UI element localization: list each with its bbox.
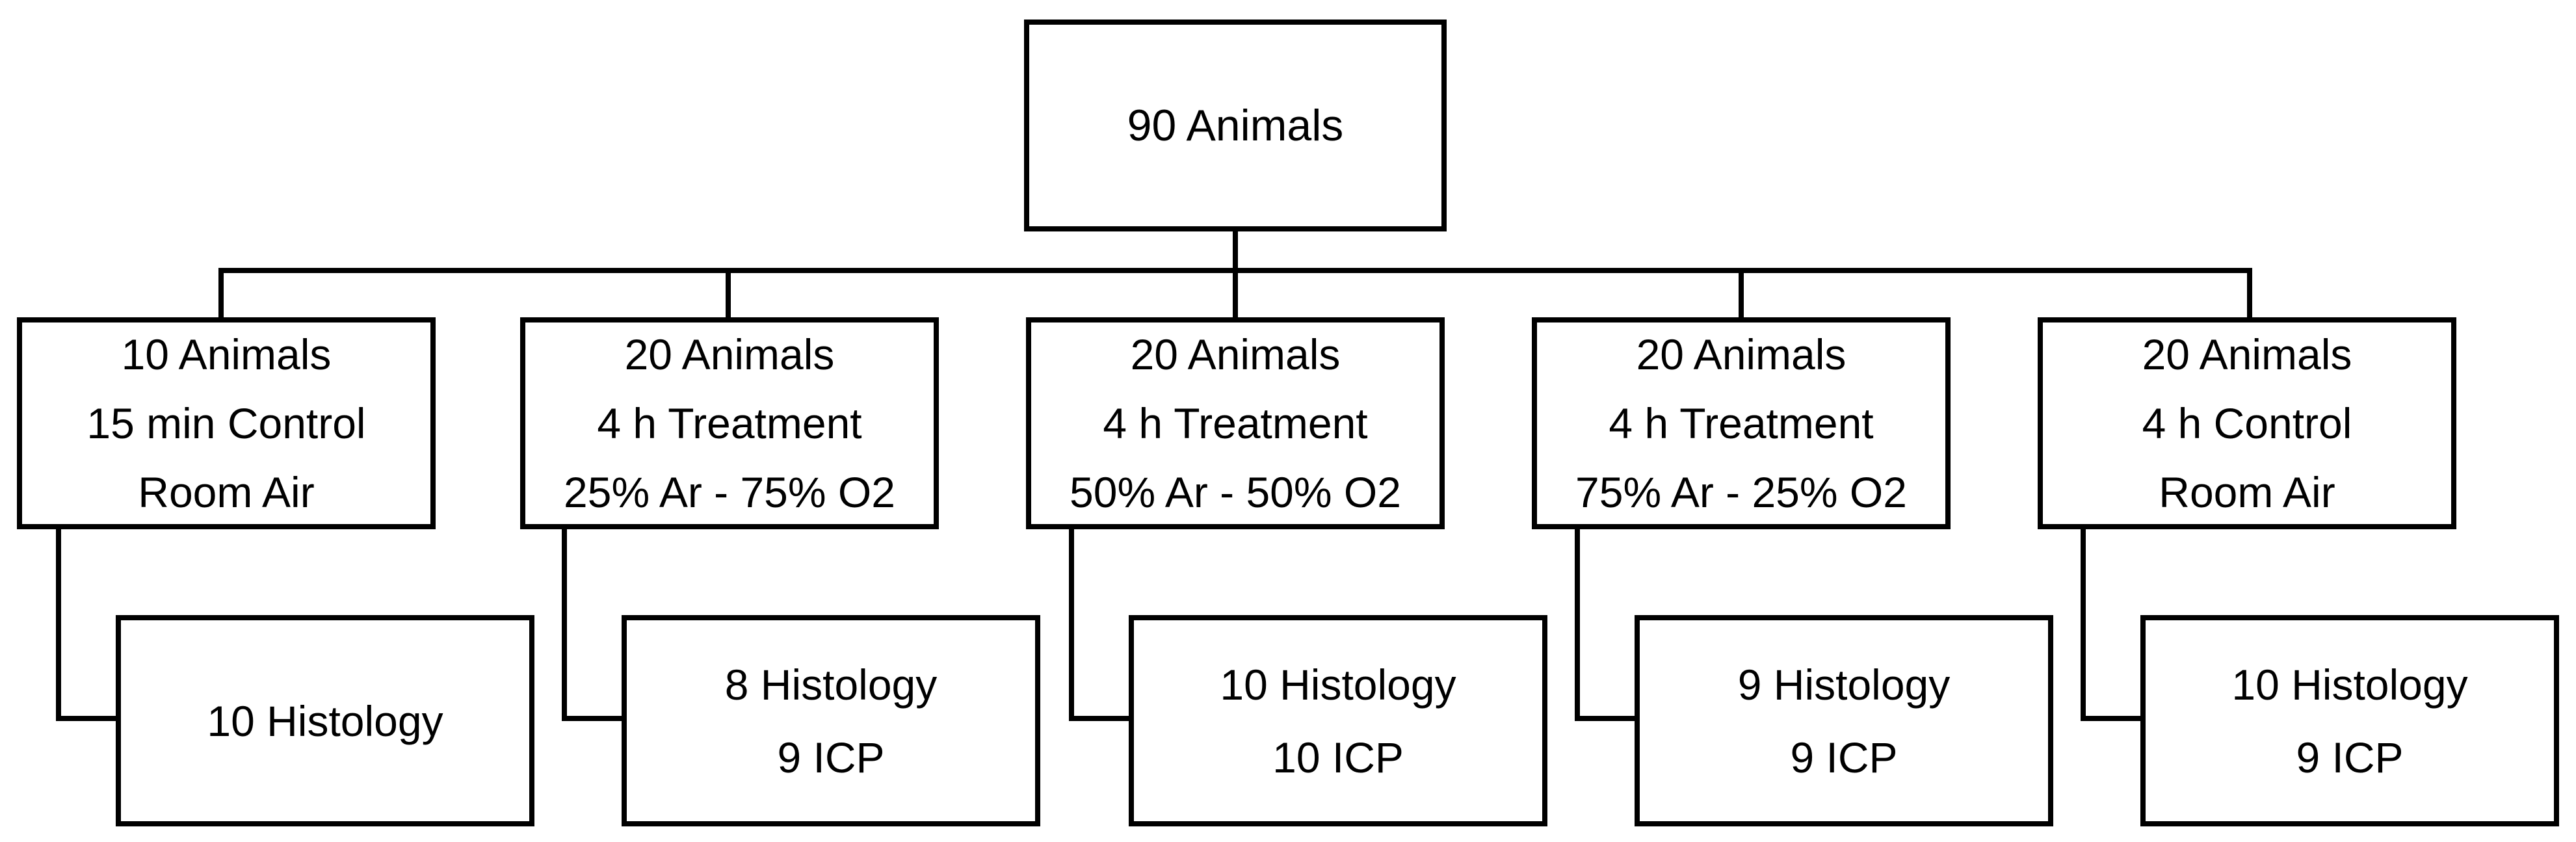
result-connector-2 (562, 524, 627, 721)
group-4-gas: 75% Ar - 25% O2 (1575, 468, 1907, 516)
group-box-2: 20 Animals 4 h Treatment 25% Ar - 75% O2 (520, 317, 939, 529)
result-3-icp: 10 ICP (1272, 733, 1404, 782)
result-connector-5 (2081, 524, 2146, 721)
result-box-5: 10 Histology 9 ICP (2140, 615, 2559, 826)
result-4-histology: 9 Histology (1737, 660, 1951, 709)
group-2-condition: 4 h Treatment (597, 399, 862, 447)
result-connector-4 (1575, 524, 1640, 721)
result-3-histology: 10 Histology (1220, 660, 1456, 709)
result-2-histology: 8 Histology (724, 660, 938, 709)
group-3-condition: 4 h Treatment (1103, 399, 1368, 447)
result-box-4: 9 Histology 9 ICP (1635, 615, 2053, 826)
group-3-count: 20 Animals (1130, 330, 1341, 378)
group-4-count: 20 Animals (1636, 330, 1847, 378)
group-1-condition: 15 min Control (86, 399, 366, 447)
group-box-3: 20 Animals 4 h Treatment 50% Ar - 50% O2 (1026, 317, 1445, 529)
root-label: 90 Animals (1127, 101, 1344, 150)
root-box: 90 Animals (1024, 20, 1447, 231)
group-3-gas: 50% Ar - 50% O2 (1070, 468, 1401, 516)
group-5-gas: Room Air (2159, 468, 2335, 516)
group-5-condition: 4 h Control (2142, 399, 2352, 447)
result-2-icp: 9 ICP (777, 733, 885, 782)
group-1-gas: Room Air (138, 468, 315, 516)
group-2-gas: 25% Ar - 75% O2 (564, 468, 895, 516)
group-4-condition: 4 h Treatment (1609, 399, 1874, 447)
result-4-icp: 9 ICP (1790, 733, 1898, 782)
result-box-3: 10 Histology 10 ICP (1129, 615, 1547, 826)
group-5-count: 20 Animals (2142, 330, 2352, 378)
result-box-1: 10 Histology (116, 615, 534, 826)
group-box-1: 10 Animals 15 min Control Room Air (17, 317, 436, 529)
result-connector-1 (56, 524, 121, 721)
result-connector-3 (1069, 524, 1134, 721)
result-1-histology: 10 Histology (207, 696, 443, 745)
result-box-2: 8 Histology 9 ICP (622, 615, 1040, 826)
group-box-4: 20 Animals 4 h Treatment 75% Ar - 25% O2 (1532, 317, 1951, 529)
result-5-icp: 9 ICP (2296, 733, 2404, 782)
group-1-count: 10 Animals (121, 330, 332, 378)
group-2-count: 20 Animals (624, 330, 835, 378)
group-box-5: 20 Animals 4 h Control Room Air (2038, 317, 2456, 529)
result-5-histology: 10 Histology (2231, 660, 2468, 709)
